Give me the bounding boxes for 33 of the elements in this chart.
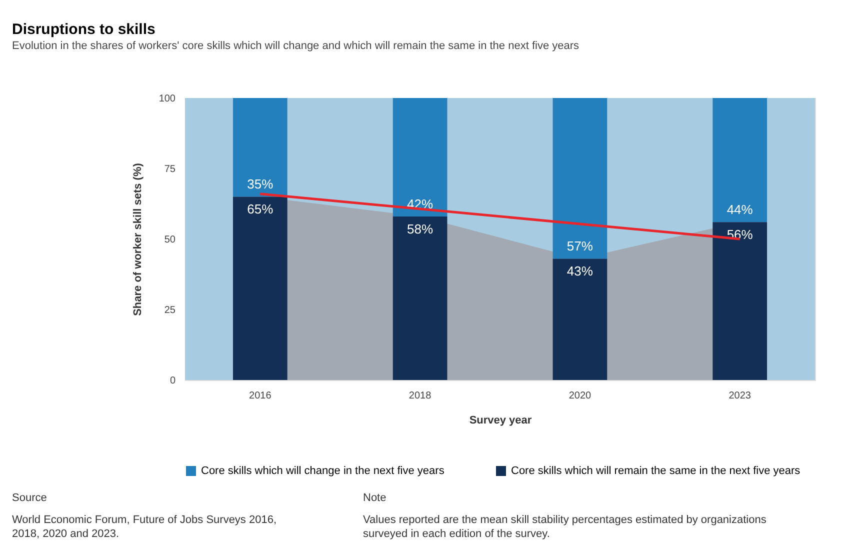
chart-subtitle: Evolution in the shares of workers' core skills which will change and which will remain the same in the next five years	[12, 40, 580, 52]
y-tick-label: 50	[164, 234, 176, 246]
y-tick-label: 25	[164, 305, 176, 316]
text: World Economic Forum, Future of Jobs Surveys 2016, 2018, 2020 and 2023.	[12, 514, 277, 540]
y-axis-title: Share of worker skill sets (%)	[132, 162, 144, 316]
bar	[232, 196, 288, 380]
bar	[552, 258, 608, 380]
x-tick-label: 2016	[249, 390, 272, 402]
data-label: 44%	[726, 202, 754, 218]
legend-label: Core skills which will remain the same in the next five years	[511, 465, 801, 477]
legend-label: Core skills which will change in the next five years	[201, 465, 445, 477]
chart-title: Disruptions to skills	[12, 21, 156, 38]
bar	[392, 98, 448, 216]
text: Values reported are the mean skill stability percentages estimated by organizations surveyed in each edition of the survey.	[363, 514, 767, 540]
data-label: 58%	[407, 221, 434, 236]
text: Source	[12, 492, 47, 504]
x-tick-label: 2020	[568, 390, 592, 402]
bar	[712, 222, 768, 380]
y-tick-label: 0	[170, 376, 176, 386]
data-label: 35%	[247, 176, 274, 192]
y-tick-label: 75	[164, 164, 176, 175]
text: Note	[363, 492, 386, 504]
bar	[712, 98, 768, 222]
x-tick-label: 2018	[408, 390, 432, 402]
y-tick-label: 100	[158, 94, 176, 104]
x-axis-title: Survey year	[469, 414, 532, 426]
bar	[552, 98, 608, 259]
bar	[392, 216, 448, 380]
data-label: 65%	[247, 202, 274, 217]
data-label: 43%	[566, 264, 594, 279]
data-label: 57%	[566, 238, 594, 254]
bar	[232, 98, 288, 197]
x-tick-label: 2023	[728, 390, 752, 402]
